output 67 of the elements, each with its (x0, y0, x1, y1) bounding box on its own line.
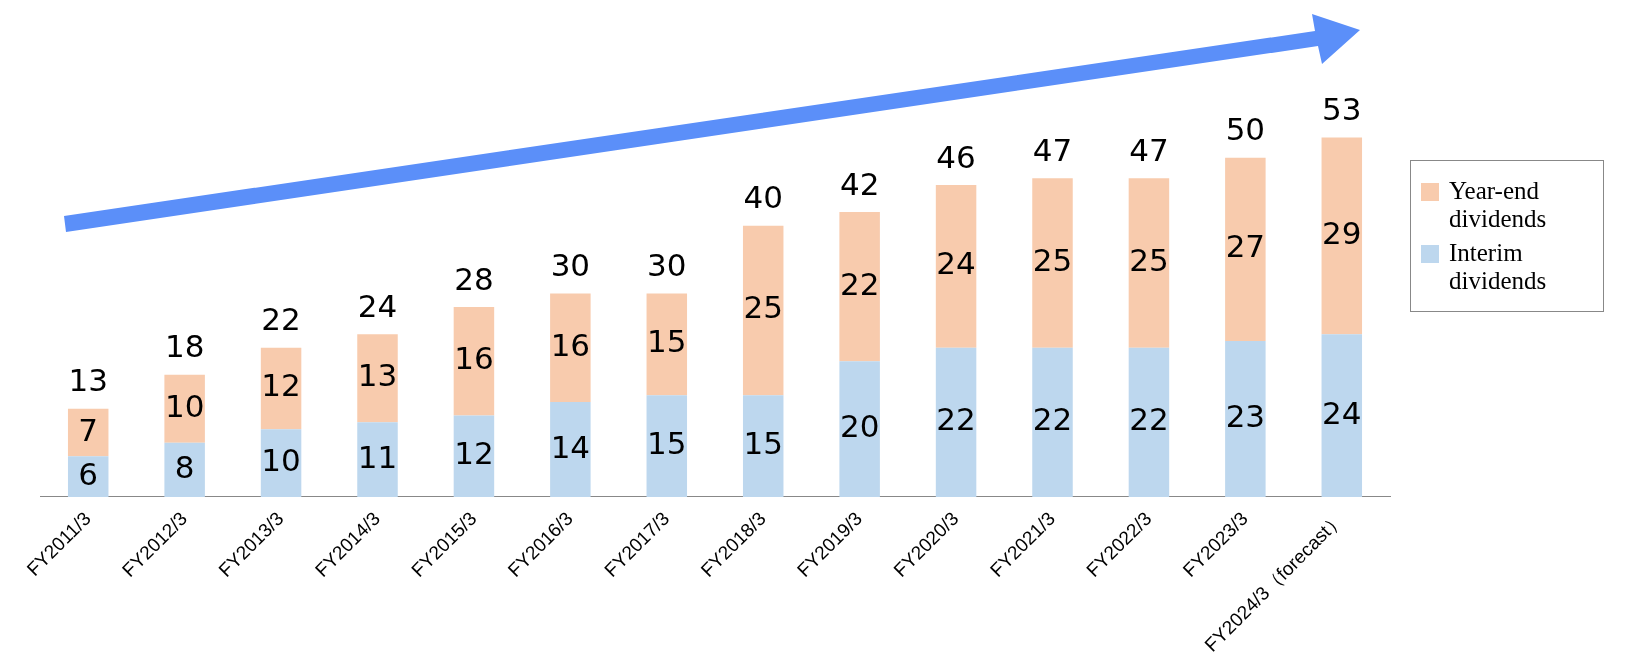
bar (1128, 178, 1170, 348)
bar (1128, 347, 1170, 497)
data-label: 25 (1032, 242, 1073, 278)
bar (357, 422, 398, 497)
total-label: 42 (839, 165, 880, 202)
data-label: 23 (1225, 398, 1266, 434)
data-label: 10 (261, 442, 301, 479)
bar (935, 347, 977, 497)
data-label: 25 (743, 289, 783, 326)
data-label: 8 (174, 448, 195, 485)
data-label: 16 (454, 340, 494, 377)
bar (1032, 347, 1073, 497)
data-label: 15 (647, 323, 687, 360)
bar (1321, 137, 1363, 335)
bar (1321, 334, 1363, 497)
total-label: 13 (68, 362, 108, 399)
bar (839, 212, 880, 362)
total-label: 47 (1032, 131, 1073, 168)
bar (742, 225, 784, 396)
legend-label: Interim dividends (1449, 239, 1548, 295)
total-label: 28 (454, 260, 494, 297)
total-label: 30 (647, 247, 687, 284)
data-label: 24 (936, 245, 976, 282)
total-label: 53 (1322, 91, 1362, 128)
total-label: 46 (936, 138, 976, 175)
total-label: 24 (357, 287, 398, 324)
data-label: 14 (550, 428, 591, 465)
bar (839, 361, 880, 497)
data-label: 27 (1225, 228, 1266, 265)
data-label: 15 (743, 425, 783, 462)
data-label: 7 (78, 411, 99, 448)
bar (1225, 157, 1266, 341)
bar (1225, 340, 1266, 497)
bar (935, 184, 977, 348)
data-label: 11 (357, 438, 398, 475)
bar (742, 395, 784, 497)
bar (550, 293, 591, 402)
data-label: 16 (550, 326, 591, 363)
data-label: 22 (936, 401, 976, 438)
bar (357, 334, 398, 423)
total-label: 40 (743, 179, 783, 216)
data-label: 13 (357, 357, 398, 394)
data-label: 24 (1322, 394, 1362, 431)
data-label: 25 (1129, 242, 1169, 278)
data-label: 22 (1129, 401, 1169, 438)
total-label: 50 (1225, 111, 1266, 148)
bar (453, 307, 495, 416)
legend-label: Year-end dividends (1449, 177, 1548, 233)
data-label: 29 (1322, 214, 1362, 251)
data-label: 12 (454, 435, 494, 472)
total-label: 18 (164, 328, 205, 365)
bar (550, 402, 591, 497)
bar (646, 395, 688, 497)
data-label: 15 (647, 425, 687, 462)
total-label: 47 (1129, 131, 1169, 168)
data-label: 10 (164, 387, 205, 424)
bar (67, 408, 109, 457)
bar (1032, 178, 1073, 348)
bar (646, 293, 688, 396)
data-label: 6 (78, 455, 99, 492)
data-label: 22 (839, 265, 880, 302)
data-label: 12 (261, 367, 301, 404)
bar (164, 442, 205, 497)
data-label: 20 (839, 408, 880, 445)
data-label: 22 (1032, 401, 1073, 438)
total-label: 30 (550, 247, 591, 284)
total-label: 22 (261, 301, 301, 338)
